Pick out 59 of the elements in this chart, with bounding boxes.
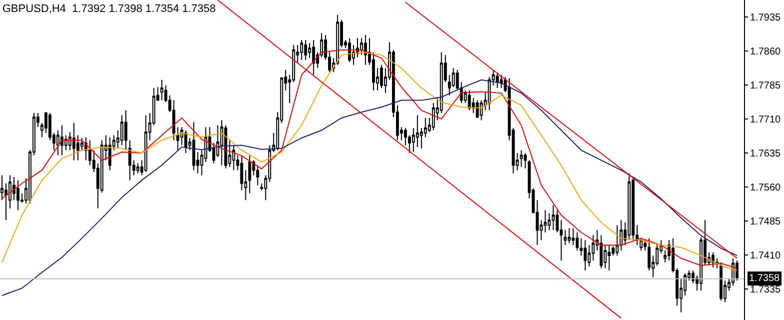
candlestick — [72, 122, 76, 161]
candlestick — [576, 232, 579, 252]
candlestick — [248, 154, 252, 194]
y-tick-label: 1.7935 — [750, 12, 782, 24]
candlestick — [364, 34, 367, 66]
candlestick — [564, 230, 567, 246]
candlestick — [524, 152, 527, 169]
candlestick — [640, 238, 643, 252]
candlestick — [416, 114, 419, 148]
candlestick — [120, 114, 124, 146]
candlestick — [736, 260, 738, 282]
candlestick — [192, 122, 196, 171]
candlestick — [616, 224, 619, 256]
y-tick-label: 1.7485 — [750, 216, 782, 228]
y-tick-label: 1.7560 — [750, 182, 782, 194]
candlestick — [476, 100, 479, 119]
candlestick — [584, 240, 587, 272]
ref-line-label: 1.7358 — [749, 273, 780, 284]
candlestick — [468, 90, 471, 111]
candlestick — [500, 74, 503, 89]
candlestick — [716, 258, 719, 269]
candlestick — [304, 39, 308, 60]
candlestick — [176, 126, 180, 151]
candlestick — [632, 178, 635, 241]
candlestick — [56, 130, 60, 156]
candlestick — [220, 120, 224, 166]
candlestick — [720, 262, 723, 301]
candlestick — [60, 124, 64, 156]
candlestick — [108, 136, 112, 171]
candlestick — [160, 79, 164, 101]
candlestick — [620, 220, 623, 252]
candlestick — [172, 100, 176, 141]
candlestick — [380, 64, 383, 89]
y-tick-label: 1.7785 — [750, 80, 782, 92]
candlestick — [608, 244, 611, 272]
candlestick — [312, 39, 316, 76]
candlestick — [712, 252, 715, 268]
y-tick-label: 1.7710 — [750, 114, 782, 126]
y-tick-label: 1.7410 — [750, 250, 782, 262]
candlestick — [224, 124, 228, 169]
chart-title: GBPUSD,H4 1.7392 1.7398 1.7354 1.7358 — [2, 2, 216, 15]
candlestick — [552, 204, 555, 231]
candlestick — [520, 150, 523, 168]
candlestick — [136, 162, 140, 174]
candlestick — [644, 240, 647, 252]
y-tick-label: 1.7335 — [750, 284, 782, 296]
candlestick — [128, 140, 132, 181]
candlestick — [16, 180, 20, 211]
candlestick — [300, 39, 304, 60]
candlestick — [232, 144, 236, 171]
candlestick — [348, 38, 352, 63]
candlestick — [628, 172, 631, 241]
y-tick-label: 1.7635 — [750, 148, 782, 160]
candlestick — [144, 114, 148, 173]
candlestick — [496, 72, 499, 89]
candlestick — [568, 228, 571, 244]
candlestick — [124, 110, 128, 151]
y-tick-label: 1.7860 — [750, 46, 782, 58]
line-series — [2, 79, 738, 296]
